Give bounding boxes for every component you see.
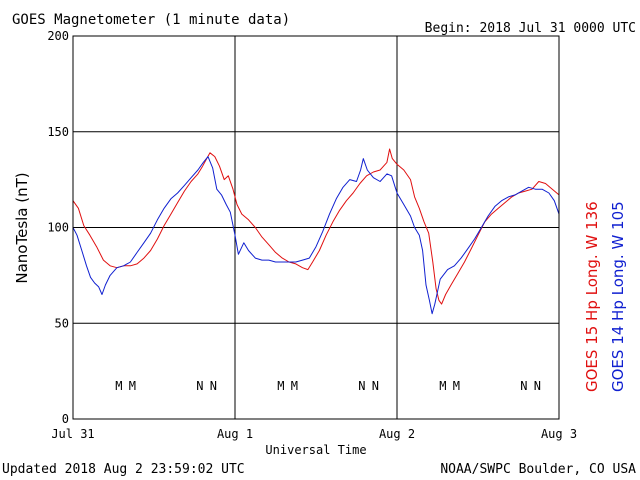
x-tick-label-1: Aug 1 [217, 427, 253, 441]
chart-title: GOES Magnetometer (1 minute data) [12, 12, 290, 28]
series-lines [72, 148, 560, 315]
y-tick-label-4: 200 [47, 29, 69, 43]
mn-marker-3: N [210, 379, 217, 393]
y-tick-label-3: 150 [47, 125, 69, 139]
series-line-1 [72, 156, 560, 315]
mn-marker-2: N [196, 379, 203, 393]
y-tick-labels: 0 50 100 150 200 [47, 29, 69, 426]
y-tick-label-0: 0 [62, 412, 69, 426]
series-line-0 [72, 148, 560, 305]
mn-marker-8: M [439, 379, 446, 393]
y-tick-label-1: 50 [55, 316, 69, 330]
x-tick-label-3: Aug 3 [541, 427, 577, 441]
y-axis-label: NanoTesla (nT) [13, 172, 31, 283]
x-tick-label-0: Jul 31 [51, 427, 94, 441]
credit-label: NOAA/SWPC Boulder, CO USA [440, 462, 636, 477]
mn-marker-11: N [534, 379, 541, 393]
x-tick-labels: Jul 31 Aug 1 Aug 2 Aug 3 [51, 427, 577, 441]
legend-goes15: GOES 15 Hp Long. W 136 [583, 201, 601, 392]
legend-goes14: GOES 14 Hp Long. W 105 [609, 201, 627, 392]
grid-lines [73, 36, 559, 419]
x-tick-label-2: Aug 2 [379, 427, 415, 441]
plot-frame [72, 35, 560, 420]
mn-marker-10: N [520, 379, 527, 393]
mn-marker-9: M [453, 379, 460, 393]
mn-marker-6: N [358, 379, 365, 393]
mn-marker-0: M [115, 379, 122, 393]
mn-marker-7: N [372, 379, 379, 393]
y-tick-label-2: 100 [47, 221, 69, 235]
mn-marker-5: M [291, 379, 298, 393]
mn-marker-4: M [277, 379, 284, 393]
updated-label: Updated 2018 Aug 2 23:59:02 UTC [2, 462, 245, 477]
mn-marker-1: M [129, 379, 136, 393]
begin-label: Begin: 2018 Jul 31 0000 UTC [425, 21, 636, 36]
x-axis-label: Universal Time [265, 443, 366, 457]
